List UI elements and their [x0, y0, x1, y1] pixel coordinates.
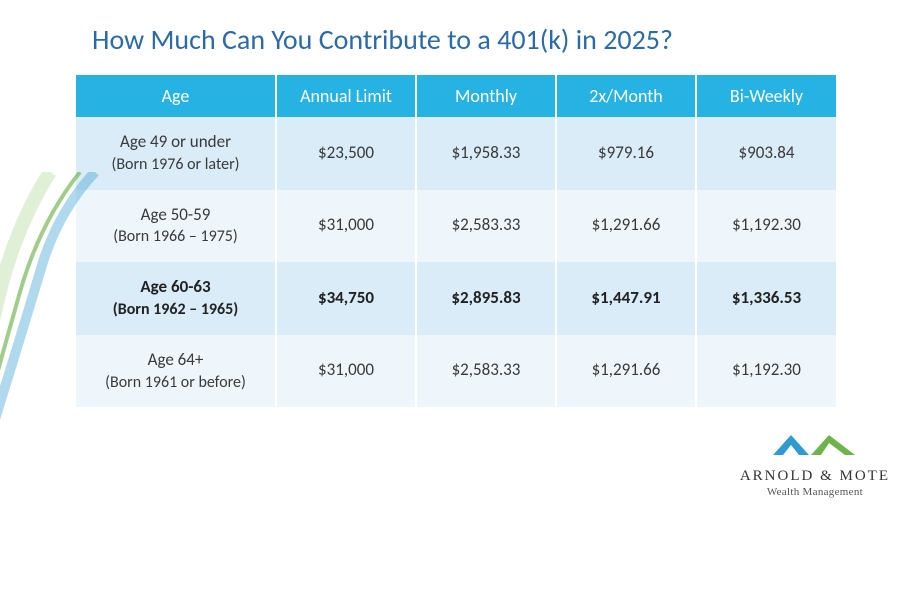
cell-twice: $1,447.91: [556, 262, 696, 335]
logo-name: ARNOLD & MOTE: [740, 468, 890, 485]
cell-twice: $1,291.66: [556, 335, 696, 408]
cell-twice: $979.16: [556, 117, 696, 190]
cell-annual: $23,500: [276, 117, 416, 190]
header-biweekly: Bi-Weekly: [696, 75, 836, 117]
cell-annual: $34,750: [276, 262, 416, 335]
header-annual: Annual Limit: [276, 75, 416, 117]
cell-annual: $31,000: [276, 335, 416, 408]
cell-annual: $31,000: [276, 190, 416, 263]
page-title: How Much Can You Contribute to a 401(k) …: [0, 0, 912, 75]
cell-monthly: $1,958.33: [416, 117, 556, 190]
cell-biweekly: $1,192.30: [696, 335, 836, 408]
cell-biweekly: $1,192.30: [696, 190, 836, 263]
header-monthly: Monthly: [416, 75, 556, 117]
cell-age: Age 49 or under(Born 1976 or later): [76, 117, 276, 190]
logo-icon: [767, 427, 863, 459]
table-body: Age 49 or under(Born 1976 or later)$23,5…: [76, 117, 836, 407]
cell-age: Age 60-63(Born 1962 – 1965): [76, 262, 276, 335]
header-twice: 2x/Month: [556, 75, 696, 117]
cell-monthly: $2,583.33: [416, 190, 556, 263]
table-row: Age 49 or under(Born 1976 or later)$23,5…: [76, 117, 836, 190]
logo-tagline: Wealth Management: [740, 486, 890, 498]
table-row: Age 50-59(Born 1966 – 1975)$31,000$2,583…: [76, 190, 836, 263]
cell-age: Age 64+(Born 1961 or before): [76, 335, 276, 408]
cell-monthly: $2,583.33: [416, 335, 556, 408]
table-row: Age 64+(Born 1961 or before)$31,000$2,58…: [76, 335, 836, 408]
cell-biweekly: $903.84: [696, 117, 836, 190]
cell-twice: $1,291.66: [556, 190, 696, 263]
cell-age: Age 50-59(Born 1966 – 1975): [76, 190, 276, 263]
cell-monthly: $2,895.83: [416, 262, 556, 335]
logo-block: ARNOLD & MOTE Wealth Management: [740, 427, 890, 498]
header-age: Age: [76, 75, 276, 117]
cell-biweekly: $1,336.53: [696, 262, 836, 335]
contribution-table: Age Annual Limit Monthly 2x/Month Bi-Wee…: [76, 75, 836, 407]
table-row: Age 60-63(Born 1962 – 1965)$34,750$2,895…: [76, 262, 836, 335]
table-header-row: Age Annual Limit Monthly 2x/Month Bi-Wee…: [76, 75, 836, 117]
